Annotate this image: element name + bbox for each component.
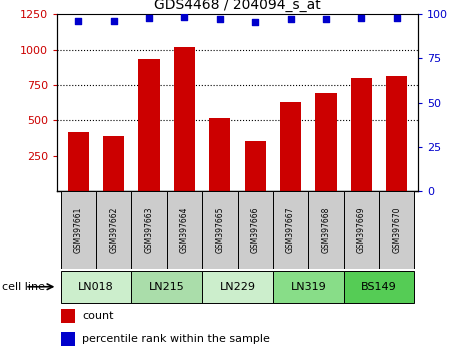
Point bbox=[110, 18, 117, 24]
Bar bbox=[103, 136, 124, 191]
Bar bbox=[308, 191, 344, 269]
Text: LN215: LN215 bbox=[149, 282, 185, 292]
Text: GSM397668: GSM397668 bbox=[322, 207, 331, 253]
Point bbox=[216, 17, 224, 22]
Bar bbox=[138, 59, 160, 191]
Point bbox=[322, 16, 330, 22]
Bar bbox=[351, 78, 372, 191]
Bar bbox=[60, 271, 131, 303]
Point bbox=[358, 15, 365, 21]
Bar bbox=[131, 191, 167, 269]
Text: BS149: BS149 bbox=[361, 282, 397, 292]
Text: percentile rank within the sample: percentile rank within the sample bbox=[82, 334, 270, 344]
Text: GSM397663: GSM397663 bbox=[144, 207, 153, 253]
Bar bbox=[60, 191, 96, 269]
Text: count: count bbox=[82, 311, 114, 321]
Bar bbox=[61, 332, 75, 346]
Bar bbox=[61, 309, 75, 323]
Bar bbox=[202, 191, 238, 269]
Point bbox=[145, 15, 153, 21]
Text: LN229: LN229 bbox=[219, 282, 256, 292]
Text: GSM397669: GSM397669 bbox=[357, 207, 366, 253]
Bar bbox=[280, 102, 301, 191]
Text: GSM397667: GSM397667 bbox=[286, 207, 295, 253]
Point bbox=[287, 17, 294, 22]
Point bbox=[180, 14, 188, 20]
Bar bbox=[238, 191, 273, 269]
Bar bbox=[209, 118, 230, 191]
Text: GSM397665: GSM397665 bbox=[215, 207, 224, 253]
Bar bbox=[344, 271, 415, 303]
Bar bbox=[167, 191, 202, 269]
Bar bbox=[67, 132, 89, 191]
Point bbox=[75, 18, 82, 24]
Point bbox=[251, 19, 259, 25]
Bar bbox=[174, 47, 195, 191]
Bar bbox=[273, 191, 308, 269]
Bar bbox=[273, 271, 344, 303]
Bar bbox=[96, 191, 131, 269]
Bar bbox=[344, 191, 379, 269]
Text: GSM397661: GSM397661 bbox=[74, 207, 83, 253]
Bar bbox=[315, 93, 337, 191]
Text: GSM397664: GSM397664 bbox=[180, 207, 189, 253]
Text: cell line: cell line bbox=[2, 282, 46, 292]
Bar bbox=[379, 191, 415, 269]
Text: GSM397670: GSM397670 bbox=[392, 207, 401, 253]
Point bbox=[393, 15, 400, 21]
Title: GDS4468 / 204094_s_at: GDS4468 / 204094_s_at bbox=[154, 0, 321, 12]
Text: GSM397662: GSM397662 bbox=[109, 207, 118, 253]
Bar bbox=[245, 141, 266, 191]
Bar bbox=[202, 271, 273, 303]
Text: LN319: LN319 bbox=[290, 282, 326, 292]
Text: LN018: LN018 bbox=[78, 282, 114, 292]
Bar bbox=[386, 76, 408, 191]
Text: GSM397666: GSM397666 bbox=[251, 207, 260, 253]
Bar bbox=[131, 271, 202, 303]
